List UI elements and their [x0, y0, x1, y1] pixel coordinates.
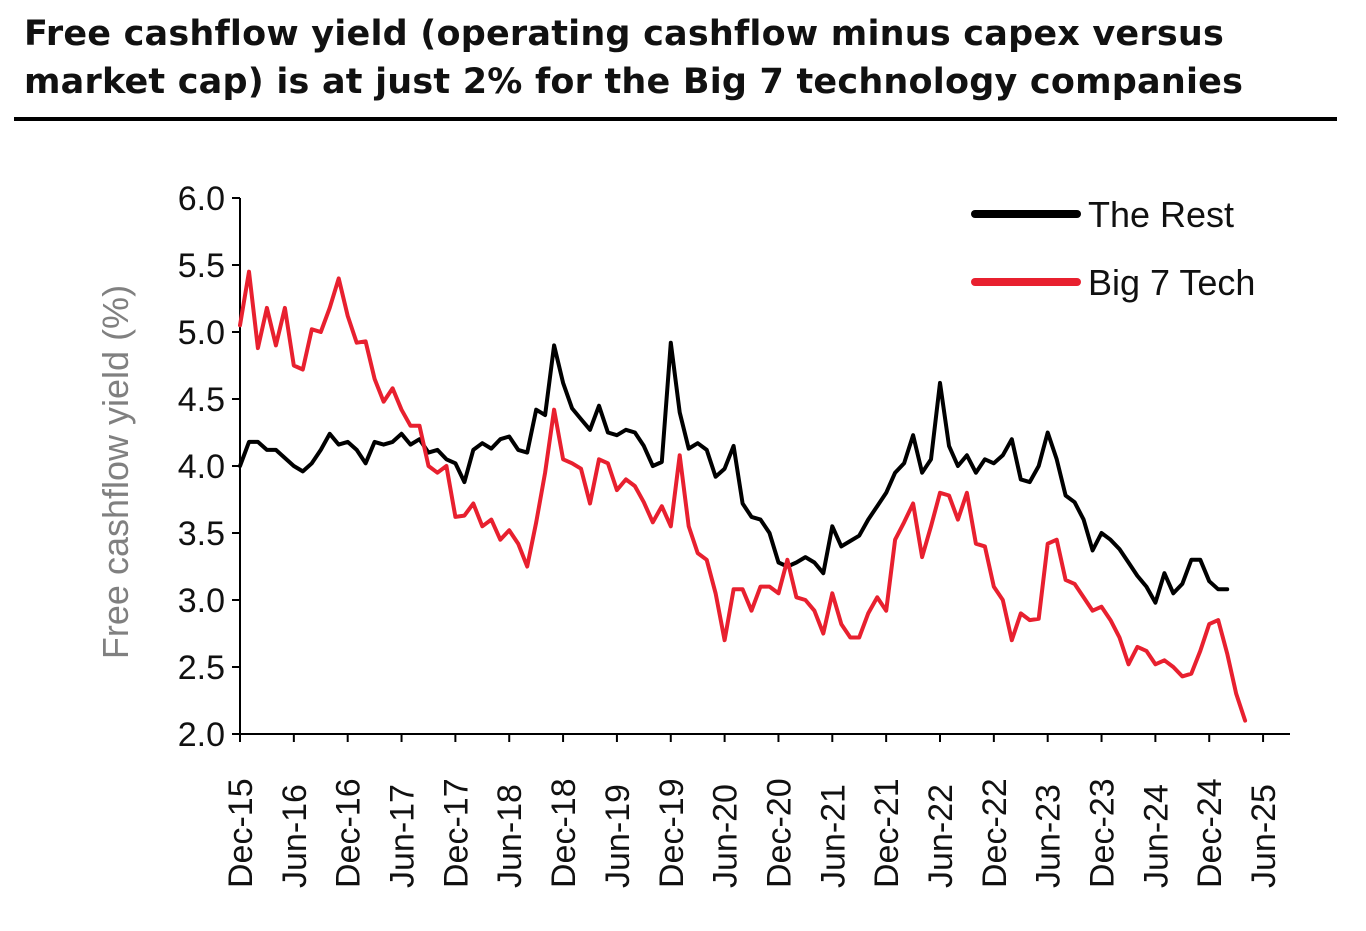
- x-tick-label: Dec-17: [437, 778, 475, 888]
- x-tick-label: Jun-23: [1030, 784, 1068, 888]
- x-tick-label: Jun-24: [1137, 784, 1175, 888]
- x-tick-label: Dec-16: [330, 778, 368, 888]
- chart-title: Free cashflow yield (operating cashflow …: [24, 14, 1244, 102]
- x-tick-label: Dec-19: [653, 778, 691, 888]
- x-tick-label: Jun-21: [814, 784, 852, 888]
- legend-label-the-rest: The Rest: [1088, 194, 1234, 235]
- x-tick-label: Dec-20: [760, 778, 798, 888]
- x-tick-label: Jun-18: [491, 784, 529, 888]
- x-tick-label: Dec-21: [868, 778, 906, 888]
- x-tick-label: Dec-22: [976, 778, 1014, 888]
- y-tick-label: 2.5: [178, 649, 225, 687]
- x-tick-label: Jun-25: [1245, 784, 1283, 888]
- x-tick-label: Jun-19: [599, 784, 637, 888]
- x-tick-label: Jun-20: [707, 784, 745, 888]
- x-tick-label: Dec-15: [222, 778, 260, 888]
- y-tick-label: 4.0: [178, 448, 225, 486]
- y-tick-label: 5.5: [178, 247, 225, 285]
- y-tick-label: 6.0: [178, 180, 225, 218]
- x-tick-label: Dec-24: [1191, 778, 1229, 888]
- series-line-big-7-tech: [238, 269, 1248, 723]
- title-rule: [14, 117, 1337, 121]
- y-tick-label: 2.0: [178, 716, 225, 754]
- y-tick-label: 5.0: [178, 314, 225, 352]
- x-tick-label: Dec-18: [545, 778, 583, 888]
- y-axis-title: Free cashflow yield (%): [95, 285, 136, 659]
- y-tick-label: 3.5: [178, 515, 225, 553]
- x-tick-label: Jun-22: [922, 784, 960, 888]
- x-tick-label: Dec-23: [1084, 778, 1122, 888]
- y-tick-label: 4.5: [178, 381, 225, 419]
- legend: The Rest Big 7 Tech: [971, 194, 1255, 303]
- axes: 2.0 2.5 3.0 3.5 4.0 4.5 5.0 5.5 6.0 Dec-15 Jun-16 D…: [95, 180, 1290, 888]
- series-line-the-rest: [238, 340, 1230, 605]
- x-tick-label: Jun-17: [384, 784, 422, 888]
- series-layer: [238, 269, 1248, 723]
- x-tick-label: Jun-16: [276, 784, 314, 888]
- legend-label-big-7-tech: Big 7 Tech: [1088, 262, 1255, 303]
- y-tick-label: 3.0: [178, 582, 225, 620]
